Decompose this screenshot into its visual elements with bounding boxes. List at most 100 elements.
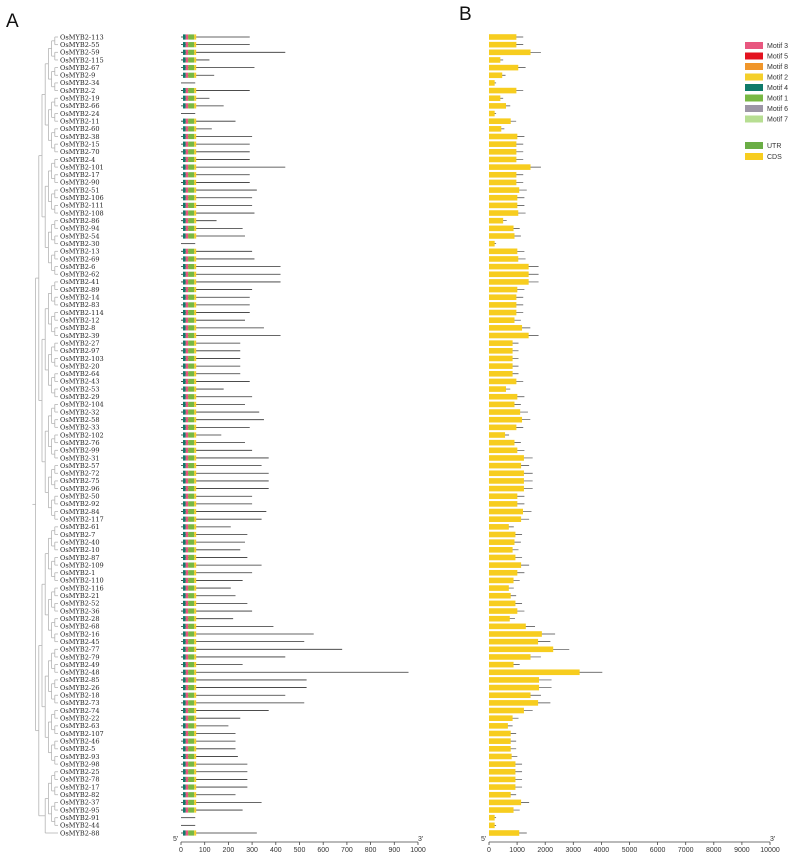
motif-box	[183, 730, 186, 737]
cds-box	[489, 592, 511, 599]
gene-label: OsMYB2-37	[60, 799, 100, 807]
motif-box	[188, 700, 195, 706]
motif-box	[183, 126, 186, 132]
motif-box	[194, 378, 197, 385]
motif-box	[188, 133, 195, 140]
cds-box	[489, 340, 513, 346]
motif-box	[183, 455, 186, 461]
motif-box	[194, 164, 197, 170]
gene-label: OsMYB2-68	[60, 623, 100, 631]
motif-box	[188, 72, 195, 78]
motif-box	[183, 218, 186, 224]
motif-box	[188, 631, 195, 637]
motif-box	[188, 141, 195, 147]
motif-box	[188, 746, 195, 752]
motif-box	[185, 34, 189, 40]
motif-box	[183, 677, 186, 683]
phylogenetic-tree	[32, 36, 58, 834]
motif-box	[188, 42, 195, 48]
motif-box	[183, 746, 186, 752]
motif-box	[183, 646, 186, 652]
motif-box	[185, 463, 189, 469]
motif-box	[188, 646, 195, 652]
motif-box	[183, 493, 186, 499]
motif-box	[194, 187, 197, 193]
motif-box	[194, 72, 197, 78]
motif-box	[194, 455, 197, 461]
gene-label: OsMYB2-10	[60, 546, 100, 554]
motif-box	[188, 256, 195, 262]
motif-box	[194, 210, 197, 216]
motif-box	[185, 179, 189, 186]
gene-label: OsMYB2-79	[60, 653, 100, 661]
motif-box	[194, 562, 197, 568]
gene-label: OsMYB2-94	[60, 225, 100, 233]
motif-box	[185, 279, 189, 285]
motif-box	[194, 179, 197, 186]
cds-box	[489, 49, 531, 56]
motif-length-axis: 0 100 200 300 400 500 600 700 800 900 1000 5' 3'	[173, 836, 426, 854]
gene-label: OsMYB2-52	[60, 600, 100, 608]
motif-box	[185, 118, 189, 124]
cds-box	[489, 95, 501, 102]
gene-label: OsMYB2-93	[60, 753, 100, 761]
motif-box	[183, 225, 186, 231]
motif-box	[188, 692, 195, 698]
motif-box	[188, 570, 195, 576]
motif-box	[194, 264, 197, 270]
cds-box	[489, 753, 512, 760]
motif-box	[183, 118, 186, 124]
motif-box	[183, 424, 186, 430]
motif-box	[183, 700, 186, 706]
legend-label: Motif 7	[767, 117, 788, 124]
tick-label: 7000	[678, 847, 694, 854]
motif-box	[194, 631, 197, 637]
cds-box	[489, 141, 517, 147]
motif-box	[188, 792, 195, 798]
gene-label: OsMYB2-61	[60, 523, 100, 531]
motif-box	[188, 769, 195, 775]
motif-box	[188, 830, 195, 836]
cds-box	[489, 776, 516, 783]
motif-box	[183, 149, 186, 155]
cds-box	[489, 87, 517, 94]
gene-label: OsMYB2-84	[60, 508, 100, 516]
gene-label: OsMYB2-8	[60, 324, 95, 332]
motif-box	[185, 669, 189, 675]
motif-box	[183, 195, 186, 201]
motif-box	[188, 753, 195, 760]
motif-box	[183, 133, 186, 140]
motif-box	[183, 531, 186, 538]
motif-box	[194, 799, 197, 805]
tick-label: 2000	[537, 847, 553, 854]
motif-box	[188, 493, 195, 499]
motif-box	[194, 554, 197, 561]
motif-box	[185, 455, 189, 461]
tick-label: 0	[179, 847, 183, 854]
cds-box	[489, 761, 516, 767]
cds-box	[489, 508, 523, 515]
legend-label: Motif 1	[767, 96, 788, 103]
motif-box	[194, 409, 197, 415]
legend-swatch	[745, 142, 763, 149]
gene-label: OsMYB2-78	[60, 776, 100, 784]
motif-box	[194, 707, 197, 714]
motif-box	[183, 34, 186, 40]
cds-box	[489, 684, 540, 691]
motif-box	[185, 57, 189, 63]
motif-box	[185, 707, 189, 714]
motif-box	[183, 72, 186, 78]
motif-box	[183, 309, 186, 316]
motif-box	[185, 309, 189, 316]
motif-box	[194, 34, 197, 40]
motif-box	[194, 348, 197, 354]
gene-label: OsMYB2-106	[60, 194, 104, 202]
motif-box	[188, 302, 195, 308]
motif-box	[188, 118, 195, 124]
motif-box	[183, 386, 186, 392]
legend-swatch	[745, 84, 763, 91]
motif-box	[183, 662, 186, 668]
motif-box	[194, 218, 197, 224]
motif-box	[188, 279, 195, 285]
